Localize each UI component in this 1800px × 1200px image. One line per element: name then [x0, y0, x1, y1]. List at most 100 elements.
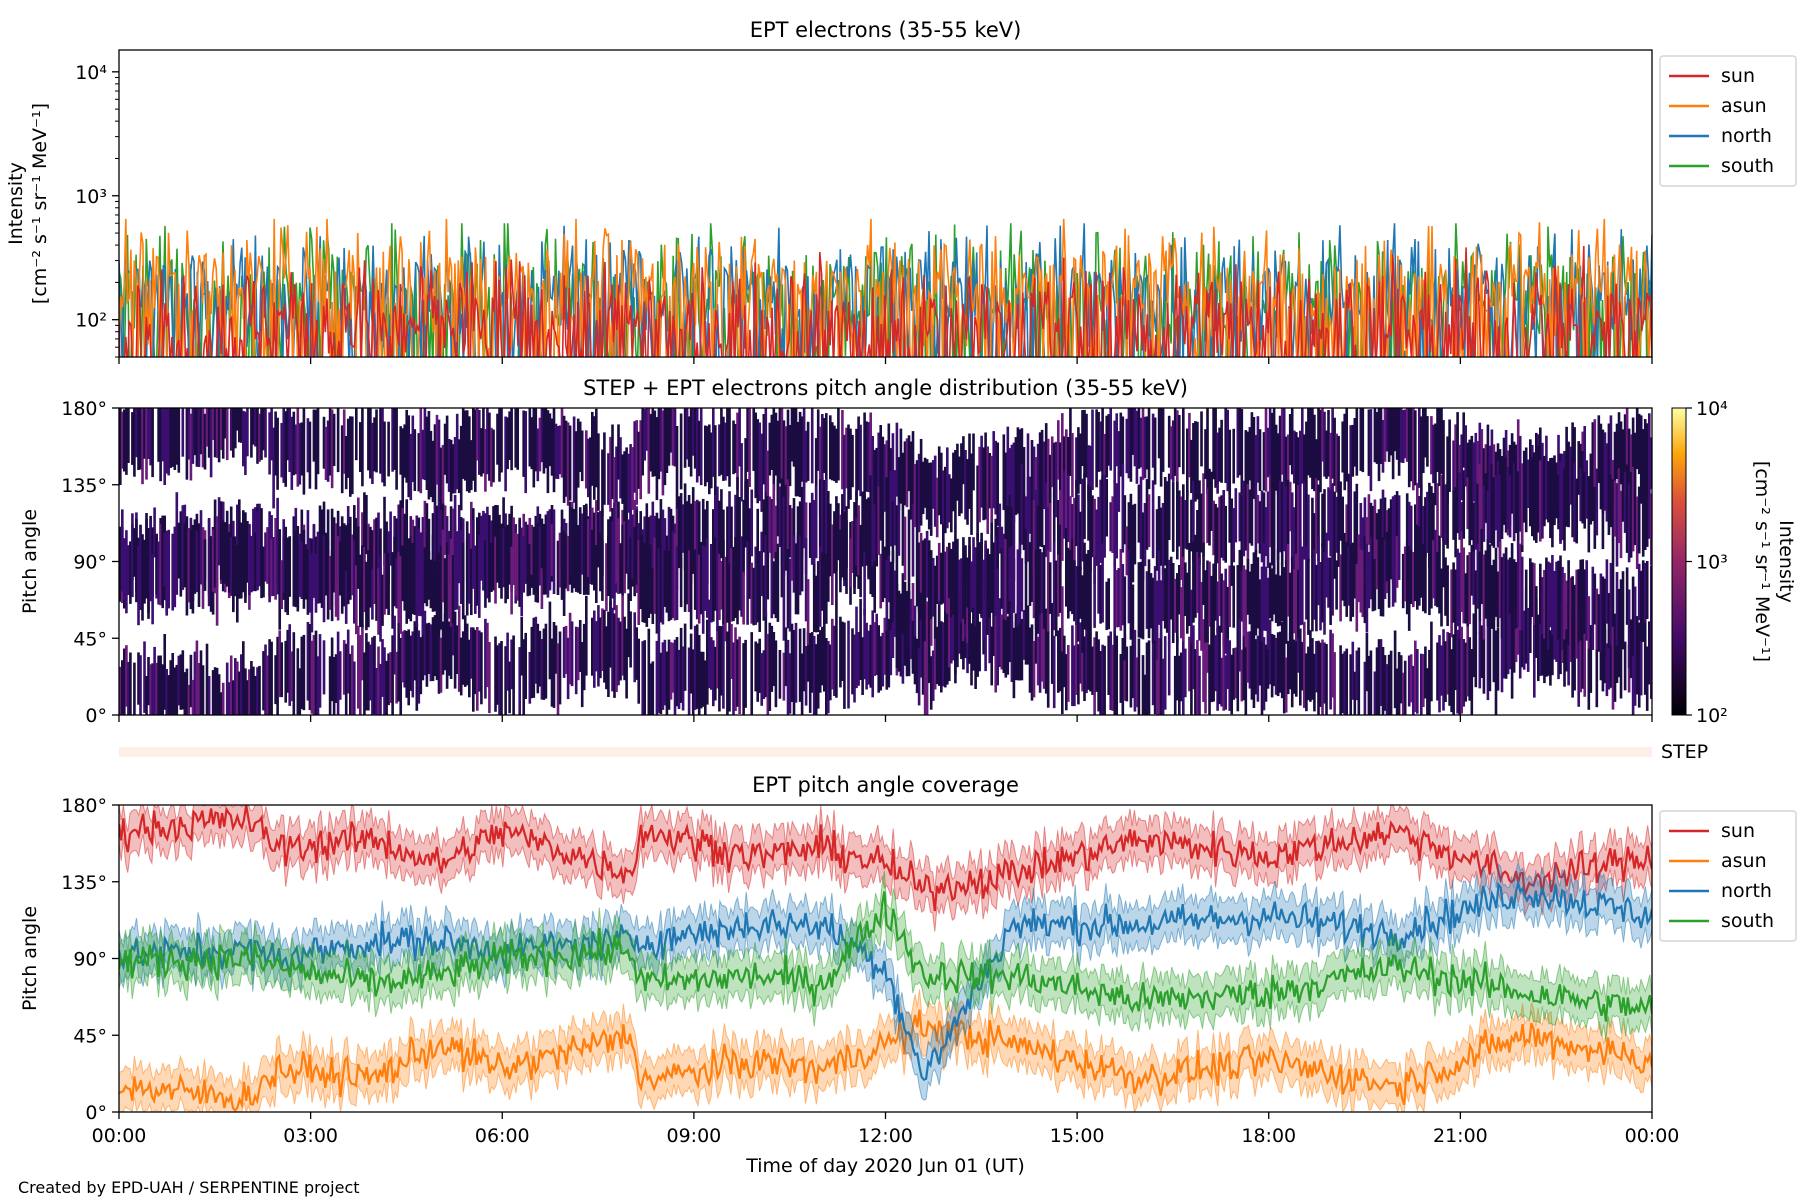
pad-cell: [574, 626, 578, 695]
pad-cell: [929, 462, 933, 536]
pad-cell: [1359, 503, 1363, 583]
pad-cell: [1109, 408, 1113, 471]
pad-cell: [472, 520, 475, 589]
pad-cell: [1444, 484, 1447, 545]
pad-cell: [250, 535, 253, 593]
pad-cell: [1571, 576, 1574, 644]
pad-cell: [417, 528, 421, 616]
pad-cell: [1383, 497, 1387, 561]
pad-cell: [238, 671, 241, 715]
pad-cell: [673, 408, 677, 467]
pad-cell: [1575, 569, 1579, 644]
pad-cell: [764, 491, 768, 545]
pad-cell: [1095, 631, 1098, 692]
pad-cell: [1252, 632, 1256, 708]
pad-cell: [873, 449, 877, 506]
pad-cell: [665, 651, 669, 715]
pad-cell: [1397, 408, 1401, 476]
pad-cell: [1054, 560, 1058, 637]
pad-cell: [1089, 553, 1092, 636]
pad-cell: [645, 503, 649, 586]
pad-cell: [1190, 439, 1193, 494]
pad-cell: [683, 408, 687, 468]
pad-cell: [490, 542, 493, 592]
pad-cell: [1615, 423, 1619, 479]
pad-cell: [282, 519, 286, 593]
pad-cell: [917, 453, 921, 533]
pad-cell: [980, 435, 983, 508]
pad-cell: [1141, 556, 1145, 640]
pad-cell: [833, 625, 836, 696]
pad-cell: [742, 643, 745, 715]
pad-cell: [141, 408, 144, 485]
pad-cell: [413, 429, 417, 491]
pad-cell: [538, 526, 542, 586]
pad-cell: [1641, 429, 1645, 504]
pad-cell: [720, 408, 723, 475]
pad-cell: [582, 526, 586, 595]
pad-cell: [429, 559, 433, 609]
pad-cell: [1103, 645, 1106, 715]
pad-cell: [1256, 416, 1260, 483]
pad-cell: [306, 510, 310, 588]
pad-cell: [1545, 435, 1548, 520]
pad-cell: [905, 438, 909, 508]
pad-cell: [821, 414, 824, 501]
pad-cell: [1629, 471, 1633, 558]
pad-cell: [1379, 408, 1383, 464]
pad-cell: [332, 543, 336, 593]
pad-cell: [744, 639, 747, 708]
pad-cell: [1482, 485, 1486, 542]
pad-cell: [647, 517, 651, 588]
pad-cell: [1383, 408, 1387, 462]
pad-cell: [1329, 489, 1332, 557]
pad-cell: [344, 643, 348, 715]
pad-cell: [177, 655, 181, 706]
pad-cell: [1543, 602, 1546, 684]
pad-cell: [693, 625, 697, 710]
pad-cell: [1595, 468, 1599, 536]
pad-cell: [1522, 450, 1526, 523]
chart-title-pad: STEP + EPT electrons pitch angle distrib…: [583, 376, 1188, 400]
pad-cell: [1458, 635, 1462, 715]
pad-cell: [907, 435, 911, 492]
pad-cell: [405, 630, 409, 698]
pad-cell: [514, 408, 518, 468]
pad-cell: [373, 417, 376, 472]
pad-cell: [1561, 453, 1564, 541]
pad-cell: [1105, 415, 1109, 478]
pad-cell: [1323, 489, 1326, 567]
pad-cell: [193, 528, 197, 594]
pad-cell: [964, 450, 967, 520]
pad-cell: [1373, 499, 1377, 567]
pad-cell: [1141, 512, 1145, 581]
pad-cell: [679, 627, 683, 703]
pad-cell: [1545, 620, 1548, 677]
pad-cell: [1010, 545, 1014, 631]
pad-cell: [940, 621, 943, 693]
pad-cell: [312, 634, 316, 715]
pad-cell: [147, 657, 150, 706]
pad-cell: [371, 422, 374, 484]
pad-cell: [1290, 492, 1294, 562]
pad-cell: [236, 661, 239, 715]
pad-cell: [544, 408, 548, 469]
pad-cell: [1254, 435, 1258, 502]
pad-cell: [798, 501, 802, 561]
pad-cell: [879, 459, 883, 541]
pad-cell: [990, 533, 994, 613]
pad-cell: [877, 486, 881, 556]
pad-cell: [1232, 648, 1236, 700]
y-tick-label: 90°: [73, 949, 107, 971]
pad-cell: [1599, 630, 1603, 681]
pad-cell: [1587, 476, 1591, 553]
pad-cell: [814, 485, 818, 559]
pad-cell: [841, 494, 844, 578]
pad-cell: [1196, 551, 1199, 613]
pad-cell: [641, 534, 645, 623]
pad-cell: [746, 541, 749, 625]
pad-cell: [671, 408, 675, 466]
pad-cell: [814, 644, 818, 715]
pad-cell: [1044, 608, 1048, 694]
